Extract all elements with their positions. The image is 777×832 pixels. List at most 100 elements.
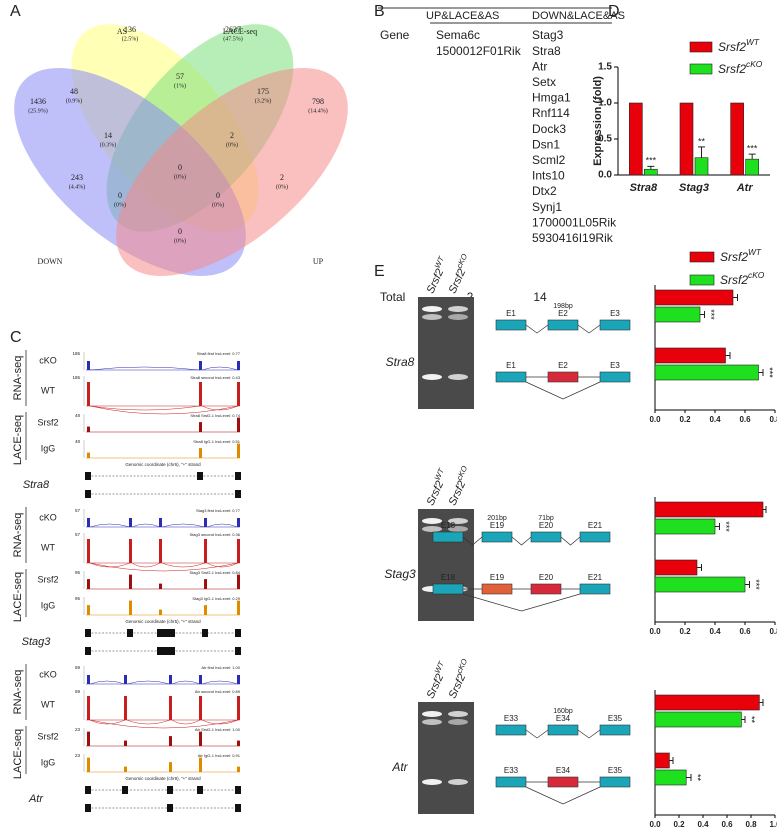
gene-name: Rnf114 [532,106,570,120]
track-note: Stra8 second IncLevel: 0.43 [190,375,240,380]
label-name: Srsf2 [424,672,446,700]
coverage-peak [204,605,207,615]
venn-count: 2 [230,131,234,140]
label-suffix: cKO [748,270,765,280]
x-tick-label: 0.0 [649,415,661,424]
panel-label: E [374,263,385,280]
legend-label: Srsf2cKO [720,270,765,287]
gene-model-exon [197,472,203,480]
track-label: IgG [41,600,56,610]
exon-label: E33 [504,766,519,775]
venn-percent: (1%) [174,82,186,89]
track-note: Stag3 IgG-1 IncLevel: 0.29 [192,596,240,601]
gene-model-exon [235,804,241,812]
gene-name: Atr [532,59,547,73]
bar [654,306,701,323]
significance: *** [706,309,716,320]
x-tick-label: 0.4 [709,627,721,636]
x-tick-label: 0.2 [679,415,691,424]
coverage-peak [169,696,172,720]
row-label: Gene [380,28,410,42]
junction-arc [131,562,161,568]
coverage-peak [124,740,127,746]
bar [629,102,643,176]
gene-model-exon [85,472,91,480]
coverage-peak [129,574,132,589]
exon [599,724,631,736]
junction-arc [89,719,239,729]
bar [654,501,764,518]
venn-set-label: LACE-seq [223,27,257,36]
gene-name: Setx [532,75,556,89]
track-label: Srsf2 [37,731,58,741]
exon-label: E3 [610,361,620,370]
gel-band [422,779,442,785]
junction-arc [89,405,201,411]
track-scale: 95 [75,596,81,601]
x-tick-label: Atr [736,182,754,194]
bp-label: 71bp [538,515,554,522]
gel-band [448,374,468,380]
bar [654,711,742,728]
exon [432,531,464,543]
junction-arc [89,523,131,528]
coordinate-caption: Genomic coordinate (chr5), "+" strand [125,619,201,624]
venn-percent: (14.4%) [308,107,328,114]
label-name: Srsf2 [718,40,746,54]
gel [418,702,474,814]
legend-label: Srsf2WT [720,247,762,264]
track-label: cKO [39,355,57,365]
coverage-peak [87,539,90,563]
venn-count: 1436 [30,97,46,106]
gene-model-exon [127,629,133,637]
exon-label: E33 [504,714,519,723]
bar [679,102,694,176]
exon [599,776,631,788]
exon-label: E21 [588,573,603,582]
x-tick-label: 1.0 [769,820,777,827]
venn-percent: (2.5%) [122,35,139,42]
coverage-peak [159,518,162,527]
track-note: Atr IgG-1 IncLevel: 0.91 [198,753,241,758]
coverage-peak [169,762,172,772]
coverage-peak [124,675,127,684]
junction-arc [161,562,206,568]
track-note: Stag3 second IncLevel: 0.36 [190,532,241,537]
legend-label: Srsf2cKO [443,464,474,507]
track-label: IgG [41,443,56,453]
track-label: WT [41,699,55,709]
exon-label: E18 [441,573,456,582]
gel-band [422,711,442,717]
gene-model-exon [167,786,173,794]
track-note: Stra8 IgG-1 IncLevel: 0.51 [193,439,240,444]
coverage-peak [199,361,202,370]
venn-percent: (0%) [174,237,186,244]
junction-arc [131,523,161,528]
gene-model-exon [235,647,241,655]
gene-name: Sema6c [436,28,480,42]
track-scale: 48 [75,439,81,444]
venn-count: 0 [216,191,220,200]
coverage-peak [237,574,240,589]
exon [481,531,513,543]
gel-band [422,526,442,532]
x-tick-label: 0.0 [649,820,661,827]
coverage-peak [204,539,207,563]
venn-count: 136 [124,25,136,34]
bp-label: 201bp [487,515,507,522]
venn-set [116,68,348,276]
track-label: WT [41,385,55,395]
significance: ** [747,716,757,724]
track-scale: 48 [75,413,81,418]
intron [560,536,581,546]
coverage-peak [237,382,240,406]
exon [547,724,579,736]
gene-model-exon [85,629,91,637]
label-suffix: WT [746,37,760,47]
x-tick-label: Stag3 [679,182,709,194]
group-label: RNA-seq [12,513,24,558]
legend-swatch [689,274,715,286]
gene-name: Stag3 [532,28,564,42]
bar [654,694,760,711]
x-tick-label: 0.4 [709,415,721,424]
